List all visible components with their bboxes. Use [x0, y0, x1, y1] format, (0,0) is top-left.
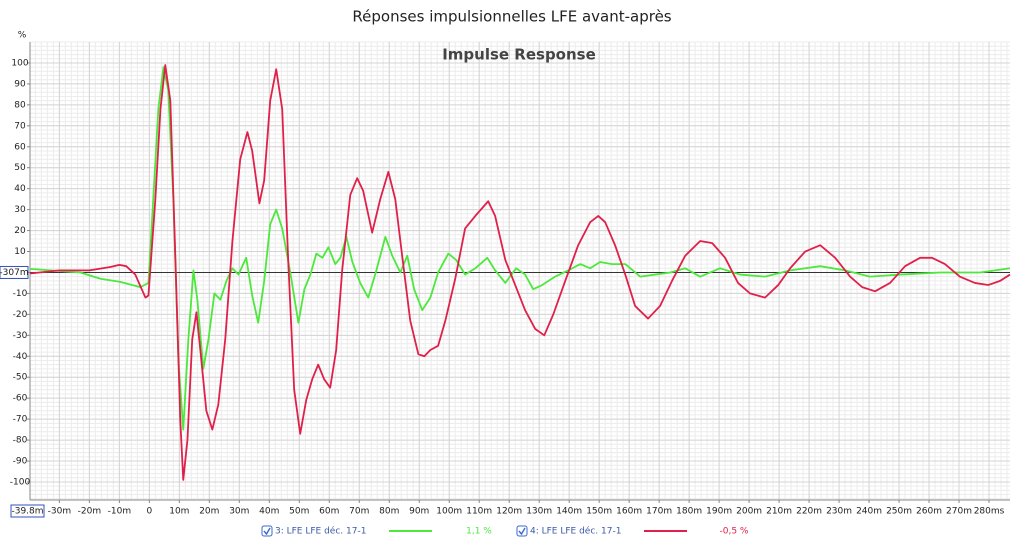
x-tick-label: 180m [676, 507, 702, 517]
x-tick-label: 200m [736, 507, 762, 517]
x-tick-label: 190m [706, 507, 732, 517]
x-tick-label: 280ms [974, 507, 1005, 517]
checkmark [263, 527, 271, 536]
x-tick-label: 130m [526, 507, 552, 517]
y-tick-label: 90 [14, 79, 26, 89]
x-tick-label: 60m [319, 507, 339, 517]
x-tick-label: 40m [259, 507, 279, 517]
y-axis-label: % [18, 31, 27, 41]
y-cursor-box [0, 265, 29, 279]
x-tick-label: 240m [856, 507, 882, 517]
x-tick-label: 50m [289, 507, 309, 517]
x-tick-label: 80m [379, 507, 399, 517]
y-tick-label: -30 [13, 331, 28, 341]
y-tick-label: -60 [13, 394, 28, 404]
x-tick-label: 210m [766, 507, 792, 517]
x-tick-label: 150m [586, 507, 612, 517]
plot-lines [29, 64, 1011, 481]
x-tick-label: 140m [556, 507, 582, 517]
y-tick-label: 20 [14, 226, 26, 236]
x-tick-label: 250m [886, 507, 912, 517]
x-tick-label: 120m [496, 507, 522, 517]
plot-title: Impulse Response [442, 46, 596, 64]
y-tick-label: 40 [14, 184, 26, 194]
y-tick-label: 80 [14, 100, 26, 110]
grid [27, 41, 1010, 503]
series-line [29, 66, 1011, 431]
x-tick-label: 230m [826, 507, 852, 517]
legend-value: -0,5 % [720, 527, 749, 537]
legend-value: 1,1 % [466, 527, 492, 537]
y-tick-label: -70 [13, 415, 28, 425]
x-tick-label: 160m [616, 507, 642, 517]
x-tick-label: 30m [229, 507, 249, 517]
y-tick-label: 100 [11, 58, 28, 68]
legend: 3: LFE LFE déc. 17-1 1,1 % 4: LFE LFE déc.… [261, 525, 749, 537]
x-tick-label: 110m [466, 507, 492, 517]
y-tick-label: -40 [13, 352, 28, 362]
y-tick-label: -100 [10, 477, 31, 487]
y-cursor-label: -307m [0, 268, 29, 278]
y-tick-label: 30 [14, 205, 26, 215]
checkmark [518, 527, 526, 536]
y-tick-label: 10 [14, 247, 26, 257]
x-tick-label: 10m [169, 507, 189, 517]
y-tick-label: -10 [13, 289, 28, 299]
x-tick-label: 90m [409, 507, 429, 517]
y-tick-label: -50 [13, 373, 28, 383]
x-tick-label: -20m [78, 507, 101, 517]
y-tick-label: -20 [13, 310, 28, 320]
x-tick-label: 70m [349, 507, 369, 517]
x-cursor-box [10, 504, 45, 518]
x-tick-label: 170m [646, 507, 672, 517]
x-tick-label: 220m [796, 507, 822, 517]
x-tick-label: 20m [199, 507, 219, 517]
x-tick-label: -10m [108, 507, 131, 517]
y-tick-label: 50 [14, 163, 26, 173]
x-tick-label: 0 [146, 507, 152, 517]
y-tick-label: -90 [13, 457, 28, 467]
x-tick-label: 100m [436, 507, 462, 517]
x-cursor-label: -39.8m [11, 507, 43, 517]
x-tick-label: -30m [48, 507, 71, 517]
y-tick-label: 70 [14, 121, 26, 131]
legend-label: 3: LFE LFE déc. 17-1 [275, 526, 366, 537]
y-tick-label: -80 [13, 436, 28, 446]
legend-label: 4: LFE LFE déc. 17-1 [530, 526, 621, 537]
chart-title: Réponses impulsionnelles LFE avant-après [352, 8, 671, 26]
x-tick-label: 270m [946, 507, 972, 517]
series-line [29, 64, 1011, 481]
x-tick-label: 260m [916, 507, 942, 517]
y-tick-label: 60 [14, 142, 26, 152]
